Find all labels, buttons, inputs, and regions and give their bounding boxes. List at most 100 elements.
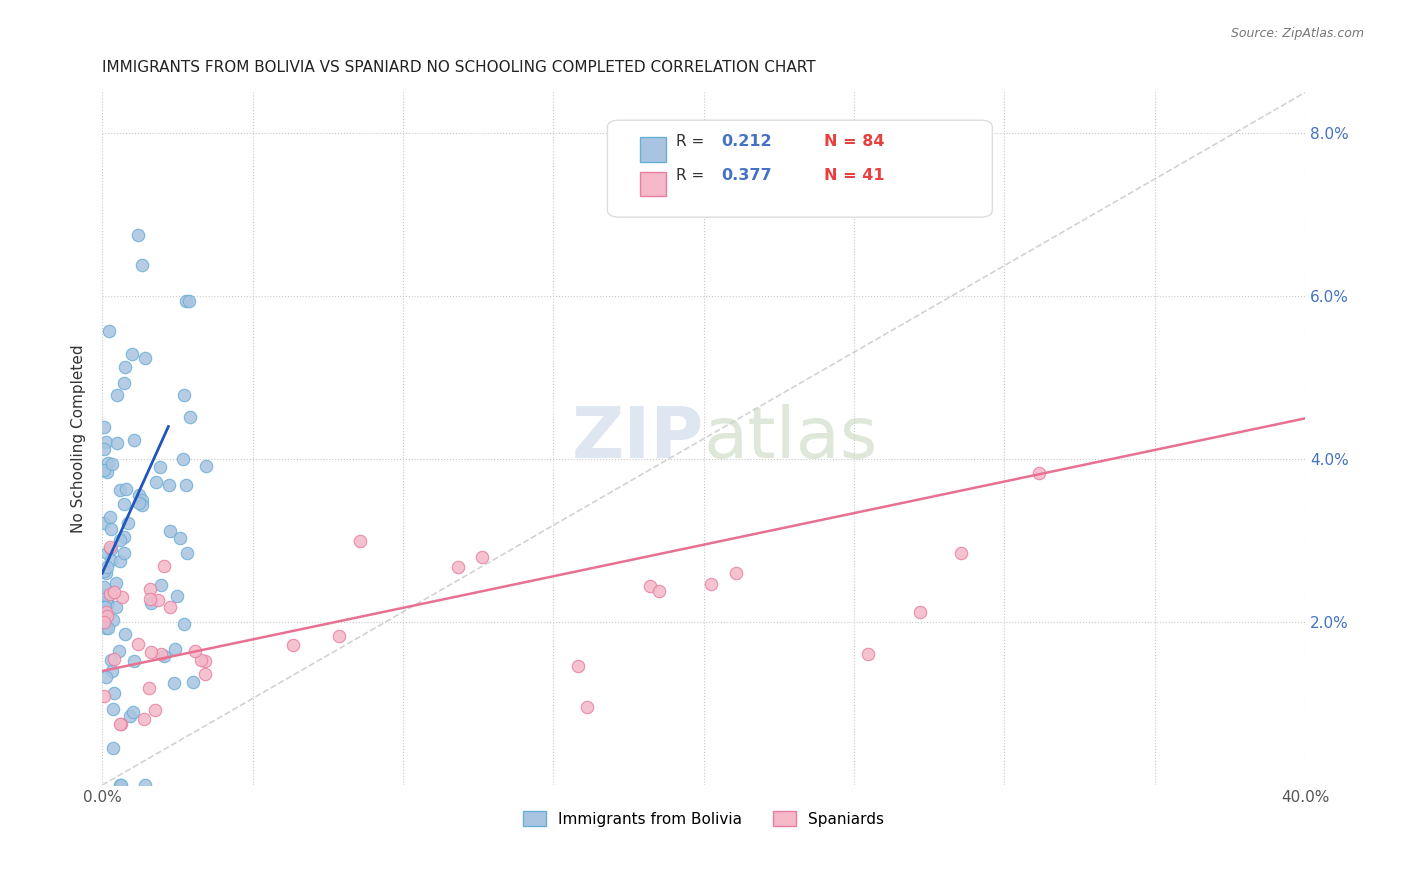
Point <box>93 607 115 622</box>
Text: 0.212: 0.212 <box>721 134 772 149</box>
Point <box>647 583 669 598</box>
Point <box>100 542 122 557</box>
Point <box>699 577 721 591</box>
Point <box>96 434 118 449</box>
Point <box>103 686 125 700</box>
Point <box>110 778 132 792</box>
Text: 0.377: 0.377 <box>721 169 772 184</box>
Point <box>93 516 115 530</box>
Point <box>1028 466 1050 480</box>
Point <box>96 605 118 619</box>
Point <box>152 648 174 663</box>
Point <box>159 524 181 538</box>
Point <box>93 463 115 477</box>
Point <box>96 546 118 560</box>
Point <box>101 741 124 756</box>
Point <box>949 546 972 560</box>
Point <box>908 605 931 619</box>
Point <box>98 324 121 338</box>
Point <box>93 442 115 456</box>
Point <box>139 596 162 610</box>
Point <box>96 465 118 479</box>
Point <box>94 600 117 615</box>
Point <box>100 664 122 678</box>
Point <box>105 436 128 450</box>
Point <box>134 351 156 366</box>
Point <box>97 456 120 470</box>
Point <box>173 617 195 632</box>
Point <box>349 533 371 548</box>
Point <box>107 644 129 658</box>
Point <box>108 554 131 568</box>
Point <box>567 659 589 673</box>
Point <box>97 621 120 635</box>
Point <box>100 553 122 567</box>
Point <box>114 483 136 497</box>
Point <box>108 778 131 792</box>
Point <box>184 644 207 658</box>
Point <box>149 577 172 591</box>
Point <box>96 566 118 581</box>
Point <box>281 638 304 652</box>
Point <box>93 580 115 594</box>
Point <box>143 703 166 717</box>
Point <box>93 419 115 434</box>
Point <box>114 359 136 374</box>
Point <box>576 700 599 714</box>
Point <box>108 533 131 548</box>
Point <box>100 522 122 536</box>
Point <box>163 675 186 690</box>
Point <box>117 516 139 531</box>
Point <box>177 293 200 308</box>
Point <box>139 582 162 596</box>
Point <box>108 716 131 731</box>
Point <box>176 293 198 308</box>
Point <box>100 510 122 524</box>
Point <box>112 530 135 544</box>
Point <box>149 459 172 474</box>
Point <box>640 579 662 593</box>
Point <box>101 702 124 716</box>
Point <box>96 593 118 607</box>
Point <box>100 457 122 471</box>
Point <box>110 591 132 605</box>
Y-axis label: No Schooling Completed: No Schooling Completed <box>72 344 86 533</box>
Point <box>127 637 149 651</box>
Point <box>122 705 145 719</box>
Point <box>157 478 180 492</box>
Point <box>447 560 470 574</box>
Point <box>138 681 160 695</box>
Point <box>471 549 494 564</box>
Point <box>169 531 191 545</box>
Point <box>195 458 218 473</box>
Point <box>93 564 115 578</box>
Point <box>131 498 153 512</box>
Point <box>328 630 350 644</box>
Point <box>105 600 128 615</box>
Point <box>127 227 149 242</box>
Point <box>149 647 172 661</box>
Bar <box>640 137 666 161</box>
Text: Source: ZipAtlas.com: Source: ZipAtlas.com <box>1230 27 1364 40</box>
Point <box>94 621 117 635</box>
Text: R =: R = <box>676 169 709 184</box>
Point <box>122 434 145 448</box>
Point <box>98 587 121 601</box>
Point <box>138 591 160 606</box>
Point <box>103 651 125 665</box>
Point <box>145 475 167 490</box>
Point <box>159 600 181 615</box>
Point <box>100 652 122 666</box>
Point <box>108 483 131 497</box>
Point <box>104 575 127 590</box>
Text: ZIP: ZIP <box>571 404 703 474</box>
Point <box>141 645 163 659</box>
Point <box>122 654 145 668</box>
Text: N = 84: N = 84 <box>824 134 884 149</box>
Point <box>105 388 128 402</box>
Text: R =: R = <box>676 134 709 149</box>
Point <box>131 258 153 272</box>
Point <box>118 709 141 723</box>
Point <box>114 626 136 640</box>
Point <box>134 778 156 792</box>
